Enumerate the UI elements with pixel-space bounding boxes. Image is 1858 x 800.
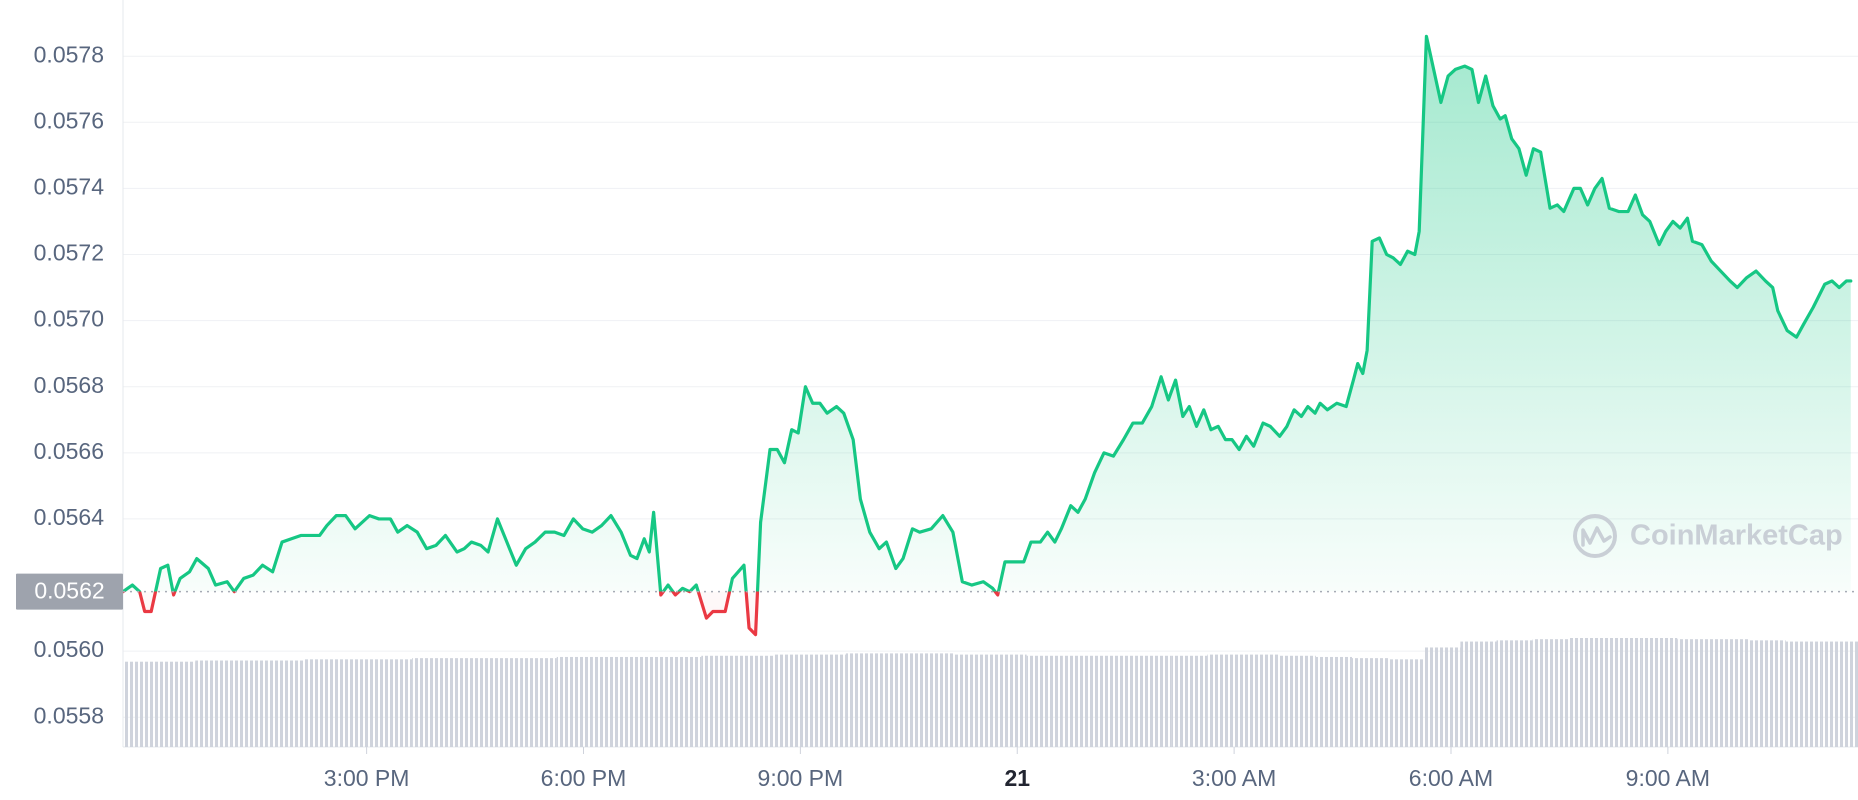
volume-bar bbox=[737, 655, 774, 747]
volume-bar bbox=[1388, 659, 1425, 747]
volume-bar bbox=[159, 661, 196, 747]
volume-bar bbox=[954, 654, 991, 747]
volume-bar bbox=[882, 653, 919, 747]
volume-bar bbox=[918, 653, 955, 747]
volume-bar bbox=[231, 660, 268, 747]
volume-bar bbox=[1568, 638, 1605, 747]
volume-bar bbox=[267, 660, 304, 747]
x-tick-label: 9:00 PM bbox=[758, 765, 844, 791]
y-tick-label: 0.0570 bbox=[34, 306, 104, 332]
x-tick-label: 9:00 AM bbox=[1626, 765, 1710, 791]
volume-bar bbox=[303, 659, 340, 747]
baseline-label: 0.0562 bbox=[34, 578, 104, 604]
volume-bar bbox=[556, 656, 593, 747]
y-tick-label: 0.0560 bbox=[34, 636, 104, 662]
volume-bar bbox=[1821, 641, 1858, 747]
volume-bar bbox=[1749, 640, 1786, 747]
volume-bar bbox=[773, 654, 810, 747]
x-tick-label: 6:00 PM bbox=[541, 765, 627, 791]
x-tick-label: 21 bbox=[1004, 765, 1030, 791]
y-tick-label: 0.0558 bbox=[34, 702, 104, 728]
y-tick-label: 0.0576 bbox=[34, 107, 104, 133]
volume-bar bbox=[1496, 640, 1533, 747]
volume-bar bbox=[1135, 655, 1172, 747]
volume-bar bbox=[1677, 639, 1714, 747]
volume-bar bbox=[701, 655, 738, 747]
volume-bar bbox=[412, 658, 449, 747]
volume-bar bbox=[1098, 655, 1136, 747]
price-line bbox=[121, 34, 1853, 637]
volume-bar bbox=[448, 658, 485, 747]
volume-bar bbox=[990, 654, 1027, 747]
volume-bar bbox=[1532, 639, 1569, 747]
y-tick-label: 0.0578 bbox=[34, 41, 104, 67]
volume-bar bbox=[665, 656, 702, 747]
volume-bar bbox=[123, 661, 160, 747]
baseline-label-box bbox=[16, 573, 123, 610]
volume-bar bbox=[1279, 655, 1316, 747]
watermark: CoinMarketCap bbox=[1573, 514, 1843, 558]
y-tick-label: 0.0572 bbox=[34, 240, 104, 266]
volume-bar bbox=[629, 656, 666, 747]
y-tick-label: 0.0564 bbox=[34, 504, 105, 530]
watermark-logo-mark bbox=[1581, 526, 1612, 547]
y-tick-label: 0.0566 bbox=[34, 438, 104, 464]
volume-bar bbox=[845, 653, 883, 747]
y-tick-label: 0.0574 bbox=[34, 173, 105, 199]
volume-bar bbox=[592, 656, 630, 747]
volume-bar bbox=[1062, 655, 1099, 747]
volume-bar bbox=[809, 654, 846, 747]
volume-bar bbox=[1460, 641, 1497, 747]
volume-bar bbox=[1424, 647, 1461, 747]
x-tick-label: 3:00 PM bbox=[324, 765, 410, 791]
volume-bar bbox=[1641, 638, 1678, 747]
watermark-logo bbox=[1573, 514, 1617, 558]
x-tick-label: 3:00 AM bbox=[1192, 765, 1276, 791]
y-tick-label: 0.0568 bbox=[34, 372, 104, 398]
volume-bar bbox=[520, 658, 557, 747]
volume-bar bbox=[484, 658, 521, 747]
watermark-text: CoinMarketCap bbox=[1630, 520, 1843, 552]
volume-bar bbox=[339, 659, 377, 747]
volume-bar bbox=[1243, 654, 1280, 747]
volume-bar bbox=[1785, 641, 1822, 747]
volume-bar bbox=[1713, 639, 1750, 747]
volume-bar bbox=[195, 660, 232, 747]
volume-bar bbox=[1207, 654, 1244, 747]
volume-bar bbox=[376, 659, 413, 747]
x-tick-label: 6:00 AM bbox=[1409, 765, 1493, 791]
volume-bar bbox=[1171, 655, 1208, 747]
price-area bbox=[123, 36, 1851, 635]
volume-bar bbox=[1315, 656, 1352, 747]
volume-bar bbox=[1604, 638, 1642, 747]
volume-bar bbox=[1351, 658, 1389, 747]
volume-bar bbox=[1026, 655, 1063, 747]
